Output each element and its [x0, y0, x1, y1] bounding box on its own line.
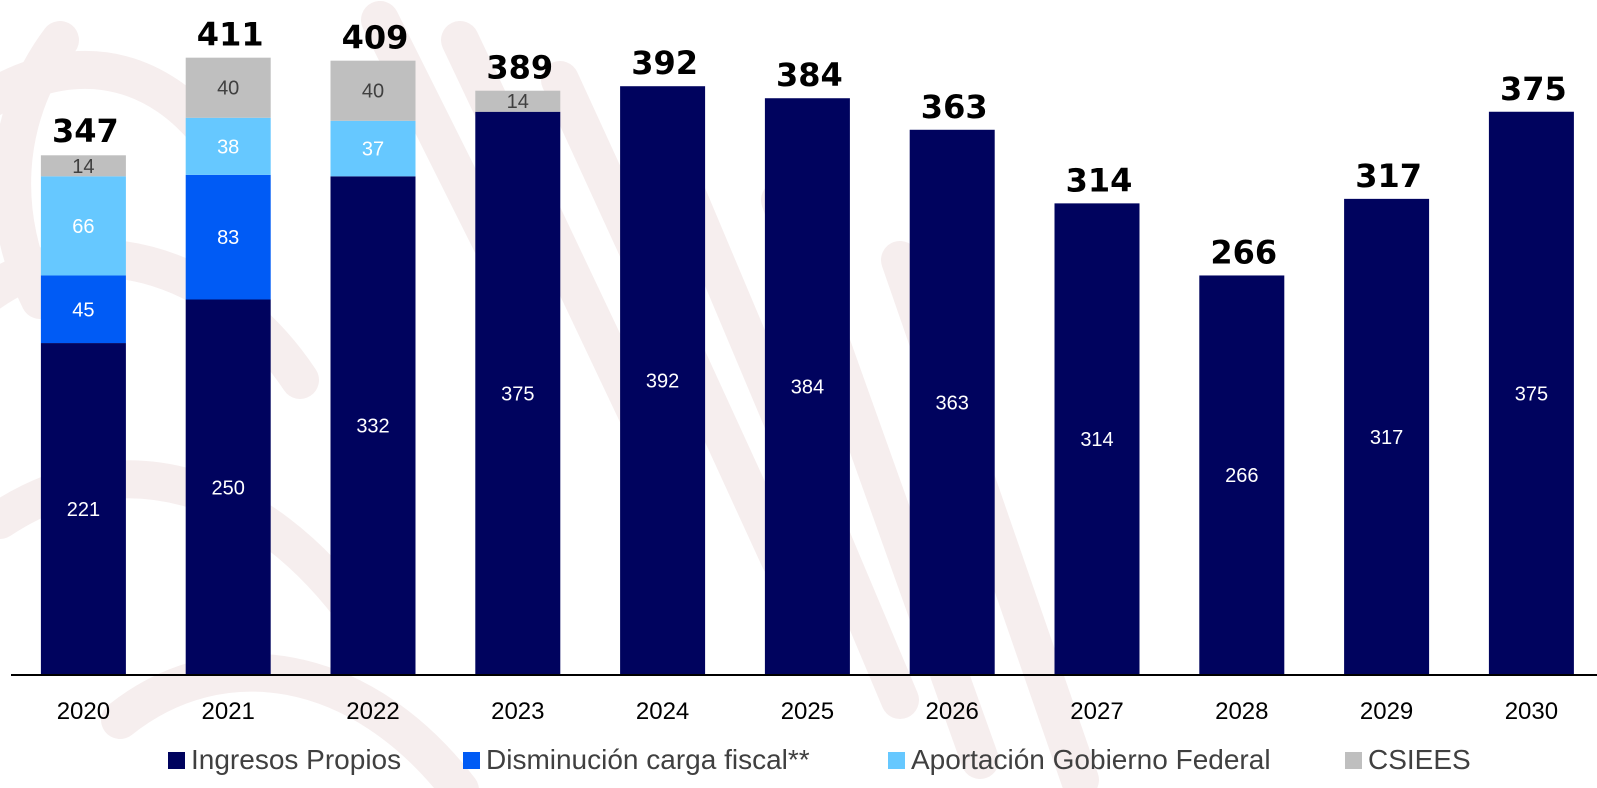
total-value-label: 384 [776, 56, 843, 94]
segment-value-label: 40 [362, 81, 384, 103]
total-value-label: 409 [342, 19, 409, 57]
total-value-label: 411 [197, 16, 264, 54]
bar-segment-2028-series-0 [1199, 275, 1285, 675]
legend-swatch [463, 751, 480, 769]
segment-value-label: 14 [72, 156, 94, 178]
segment-value-label: 40 [217, 78, 239, 100]
bar-segment-2022-series-2 [330, 120, 416, 177]
total-value-label: 389 [486, 49, 553, 87]
legend-swatch [1345, 751, 1362, 769]
segment-value-label: 392 [646, 371, 679, 393]
bar-segment-2020-series-1 [40, 275, 126, 344]
segment-value-label: 363 [936, 392, 969, 414]
x-tick-label: 2028 [1215, 698, 1268, 725]
bar-segment-2020-series-3 [40, 155, 126, 177]
bar-segment-2020-series-2 [40, 176, 126, 276]
bar-segment-2021-series-3 [185, 57, 271, 118]
bar-segment-2024-series-0 [620, 86, 706, 675]
bar-segment-2021-series-2 [185, 117, 271, 175]
total-value-label: 363 [921, 88, 988, 126]
segment-value-label: 384 [791, 377, 824, 399]
legend-swatch [168, 751, 185, 769]
x-tick-label: 2026 [926, 698, 979, 725]
total-value-label: 317 [1355, 157, 1422, 195]
segment-value-label: 250 [212, 477, 245, 499]
x-tick-label: 2030 [1505, 698, 1558, 725]
bar-segment-2023-series-0 [475, 111, 561, 675]
total-value-label: 266 [1210, 233, 1277, 271]
bar-segment-2022-series-3 [330, 60, 416, 121]
x-tick-label: 2020 [57, 698, 110, 725]
legend-item: Disminución carga fiscal** [463, 740, 810, 780]
bar-segment-2021-series-0 [185, 299, 271, 675]
x-tick-label: 2022 [346, 698, 399, 725]
total-value-label: 392 [631, 44, 698, 82]
segment-value-label: 83 [217, 227, 239, 249]
legend-swatch [888, 751, 905, 769]
segment-value-label: 314 [1080, 429, 1113, 451]
bar-segment-2030-series-0 [1488, 111, 1574, 675]
x-tick-label: 2029 [1360, 698, 1413, 725]
legend-label: Disminución carga fiscal** [486, 744, 810, 775]
legend-label: Aportación Gobierno Federal [911, 744, 1271, 775]
segment-value-label: 317 [1370, 427, 1403, 449]
legend: Ingresos Propios Disminución carga fiscal… [0, 740, 1597, 780]
legend-item: Aportación Gobierno Federal [888, 740, 1271, 780]
legend-item: CSIEES [1345, 740, 1471, 780]
segment-value-label: 37 [362, 139, 384, 161]
bars-layer [40, 57, 1574, 676]
bar-segment-2020-series-0 [40, 343, 126, 675]
total-value-label: 375 [1500, 70, 1567, 108]
bar-segment-2025-series-0 [764, 98, 850, 676]
x-tick-label: 2023 [491, 698, 544, 725]
x-tick-label: 2025 [781, 698, 834, 725]
bar-segment-2021-series-1 [185, 174, 271, 300]
bar-segment-2029-series-0 [1344, 198, 1430, 675]
bar-segment-2026-series-0 [909, 129, 995, 676]
segment-value-label: 38 [217, 136, 239, 158]
segment-labels-layer: 221 45 66 14 250 83 38 40 332 37 40 375 14 392 384 363 3… [67, 78, 1548, 521]
legend-label: CSIEES [1368, 744, 1471, 775]
segment-value-label: 375 [501, 383, 534, 405]
bar-segment-2023-series-3 [475, 90, 561, 112]
segment-value-label: 45 [72, 299, 94, 321]
legend-item: Ingresos Propios [168, 740, 401, 780]
total-value-label: 314 [1066, 161, 1133, 199]
x-tick-label: 2024 [636, 698, 689, 725]
x-tick-label: 2027 [1070, 698, 1123, 725]
segment-value-label: 221 [67, 499, 100, 521]
segment-value-label: 66 [72, 216, 94, 238]
total-labels-layer: 347 411 409 389 392 384 363 314 266 317 375 [52, 16, 1567, 272]
legend-label: Ingresos Propios [191, 744, 402, 775]
segment-value-label: 375 [1515, 383, 1548, 405]
segment-value-label: 266 [1225, 465, 1258, 487]
segment-value-label: 14 [507, 91, 529, 113]
x-tick-label: 2021 [202, 698, 255, 725]
total-value-label: 347 [52, 112, 119, 150]
bar-segment-2027-series-0 [1054, 203, 1140, 675]
bar-segment-2022-series-0 [330, 176, 416, 675]
x-tick-labels-layer: 2020 2021 2022 2023 2024 2025 2026 2027 2028 2029… [57, 698, 1558, 725]
segment-value-label: 332 [356, 416, 389, 438]
